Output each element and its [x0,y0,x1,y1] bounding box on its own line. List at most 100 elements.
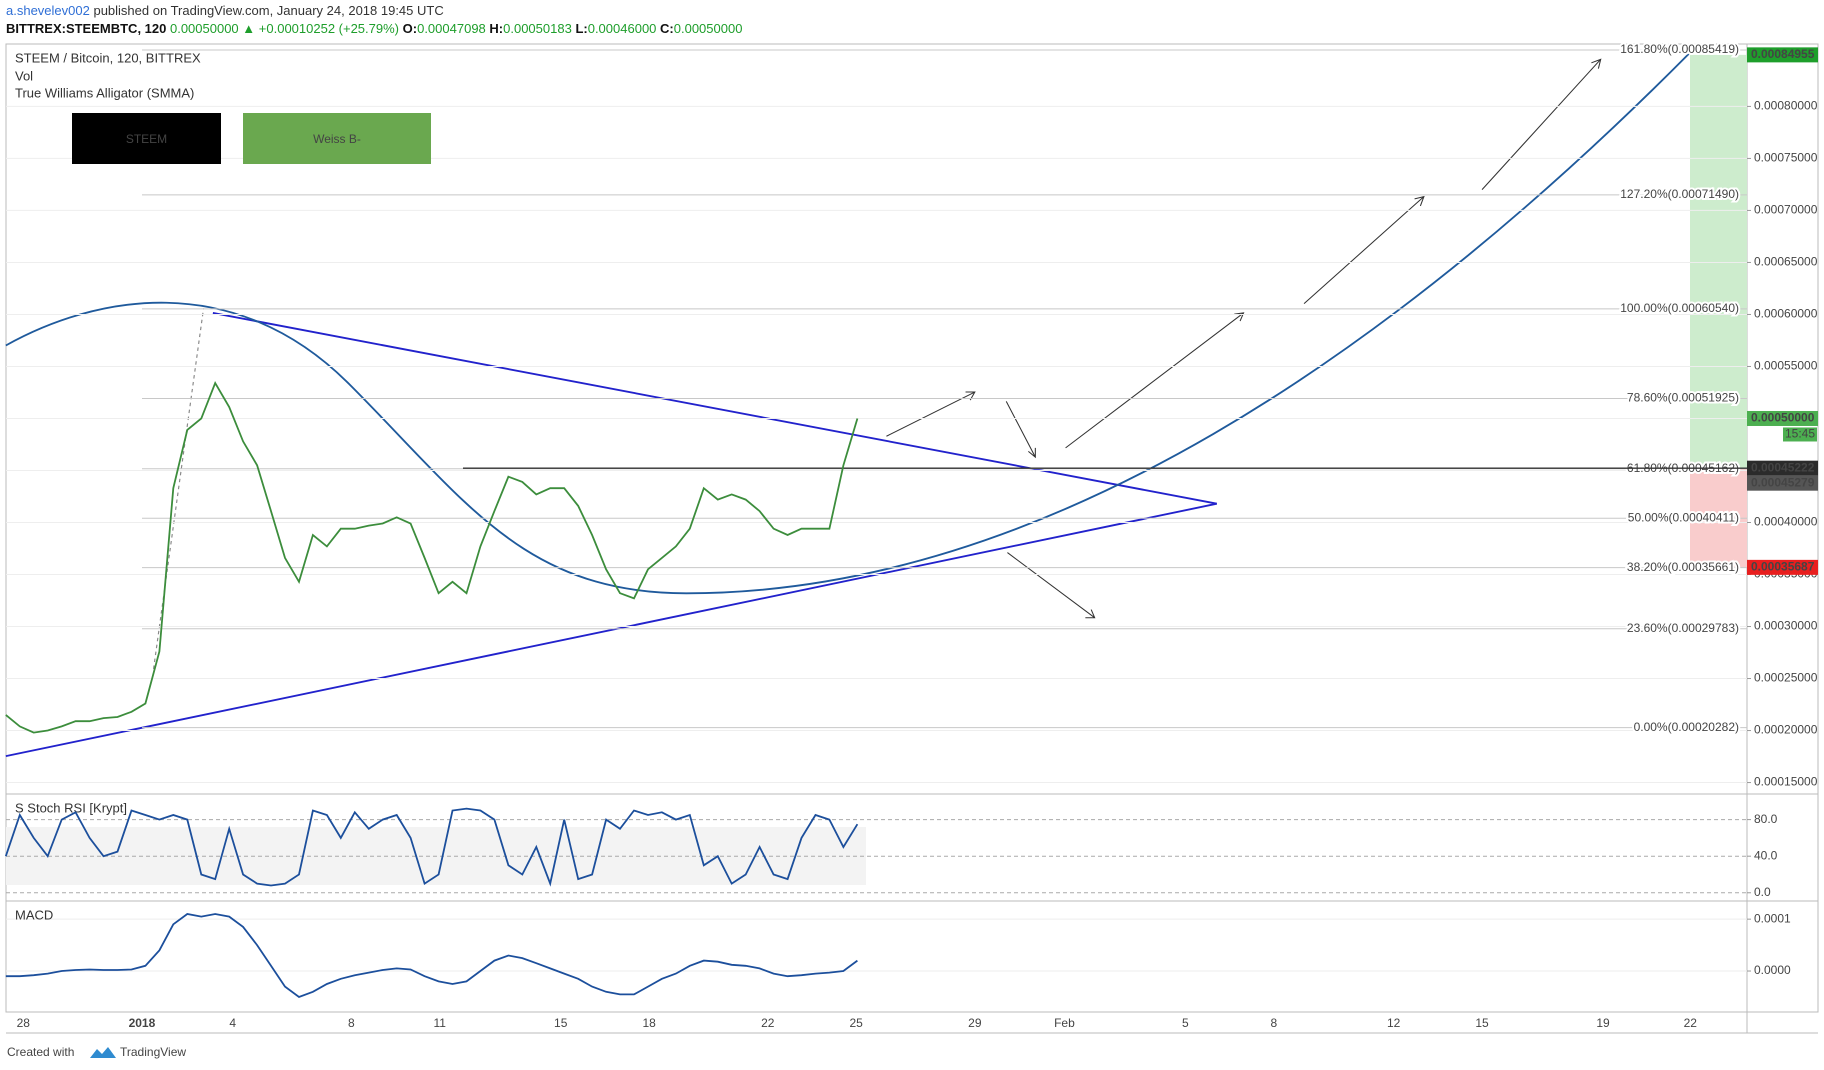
x-tick-label: 22 [761,1016,775,1030]
y-tick-label: 0.00030000 [1754,619,1818,633]
arrow [1065,312,1245,449]
arrow [886,391,976,437]
pane-title: STEEM / Bitcoin, 120, BITTREX [15,50,201,65]
x-tick-label: 15 [554,1016,568,1030]
l-value: 0.00046000 [587,21,657,36]
y-tick-label: 0.00055000 [1754,359,1818,373]
symbol: BITTREX:STEEMBTC, 120 [6,21,167,36]
impulse-line [152,308,205,669]
arrow [1481,58,1602,190]
footer-created: Created with [7,1045,74,1059]
y-tick-label: 0.00015000 [1754,775,1818,789]
series-line [5,381,859,734]
fib-label: 161.80%(0.00085419) [1620,42,1739,56]
frame [5,43,1819,1013]
price-label-box [1747,460,1818,476]
change: ▲ +0.00010252 (+25.79%) [242,21,400,36]
published: published on TradingView.com, January 24… [93,3,444,18]
fib-label: 38.20%(0.00035661) [1627,560,1739,574]
x-tick-label: Feb [1054,1016,1075,1030]
footer-brand: TradingView [120,1045,186,1059]
price-label: 0.00045222 [1751,460,1815,474]
badge-text: Weiss B- [313,132,361,146]
y-tick-label: 80.0 [1754,812,1778,826]
publisher: a.shevelev002 [6,3,90,18]
x-tick-label: 5 [1182,1016,1189,1030]
price-label-box [1747,47,1818,63]
x-tick-label: 15 [1475,1016,1489,1030]
y-tick-label: 0.00080000 [1754,99,1818,113]
x-tick-label: 8 [1270,1016,1277,1030]
countdown-box [1783,427,1817,442]
price-label-box [1747,410,1818,426]
triangle-lower [5,502,1218,758]
target-zone [1690,54,1747,469]
indicator-label: True Williams Alligator (SMMA) [15,85,194,100]
x-tick-label: 4 [229,1016,236,1030]
last: 0.00050000 [169,21,239,36]
y-tick-label: 0.0 [1754,885,1771,899]
x-tick-label: 22 [1684,1016,1698,1030]
fib-label: 0.00%(0.00020282) [1634,720,1739,734]
arrow [1303,195,1425,305]
ohlc: O:0.00047098 H:0.00050183 L:0.00046000 C… [403,21,743,36]
y-tick-label: 0.00025000 [1754,671,1818,685]
price-label: 0.00084955 [1751,47,1815,61]
fib-label: 23.60%(0.00029783) [1627,621,1739,635]
series-line [5,913,858,999]
y-tick-label: 0.00070000 [1754,203,1818,217]
x-tick-label: 2018 [129,1016,156,1030]
y-tick-label: 0.00065000 [1754,255,1818,269]
c-value: 0.00050000 [673,21,743,36]
y-tick-label: 0.00075000 [1754,151,1818,165]
fib-label: 50.00%(0.00040411) [1628,510,1739,524]
c-label: C: [660,21,674,36]
fib-label: 78.60%(0.00051925) [1627,391,1739,405]
header: a.shevelev002 published on TradingView.c… [6,2,742,38]
price-label: 0.00050000 [1751,411,1815,425]
badge-text: STEEM [126,132,167,146]
x-tick-label: 12 [1387,1016,1401,1030]
badge-box [72,113,221,164]
pane-title: MACD [15,907,53,922]
y-tick-label: 0.0001 [1754,911,1791,925]
x-tick-label: 25 [850,1016,864,1030]
price-label: 0.00045279 [1751,475,1815,489]
price-label-box [1747,475,1818,491]
x-tick-label: 28 [17,1016,31,1030]
drawings [5,51,1691,758]
h-label: H: [489,21,504,36]
pane-title: S Stoch RSI [Krypt] [15,800,127,815]
arrow [1007,552,1096,619]
y-tick-label: 0.00060000 [1754,307,1818,321]
h-value: 0.00050183 [503,21,572,36]
x-tick-label: 8 [348,1016,355,1030]
series-line [4,807,859,887]
x-tick-label: 29 [968,1016,982,1030]
countdown: 15:45 [1785,427,1815,441]
x-tick-label: 11 [433,1016,446,1030]
price-label-box [1747,559,1818,575]
o-value: 0.00047098 [417,21,486,36]
x-tick-label: 18 [642,1016,656,1030]
y-tick-label: 40.0 [1754,848,1778,862]
header-line-2: BITTREX:STEEMBTC, 120 0.00050000 ▲ +0.00… [6,20,742,38]
y-tick-label: 0.0000 [1754,963,1791,977]
indicator-label: Vol [15,68,33,83]
header-line-1: a.shevelev002 published on TradingView.c… [6,2,742,20]
y-tick-label: 0.00040000 [1754,515,1818,529]
y-tick-label: 0.00020000 [1754,723,1818,737]
triangle-upper [212,312,1217,505]
badge-box [243,113,431,164]
fib-label: 127.20%(0.00071490) [1620,187,1739,201]
footer-logo [90,1047,116,1058]
arrows [886,58,1602,619]
arrow [1005,401,1036,459]
o-label: O: [402,21,418,36]
fib-label: 100.00%(0.00060540) [1620,301,1739,315]
projection-curve [5,51,1691,595]
x-tick-label: 19 [1596,1016,1610,1030]
